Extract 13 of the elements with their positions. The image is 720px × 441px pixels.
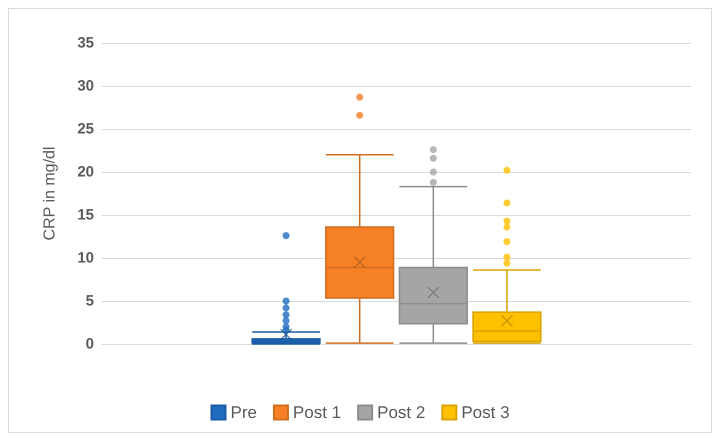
y-tick-label: 15	[77, 206, 94, 224]
legend-label: Pre	[230, 403, 257, 422]
y-axis-title: CRP in mg/dl	[42, 146, 58, 240]
y-tick-label: 25	[77, 120, 94, 138]
legend-label: Post 1	[292, 403, 342, 422]
legend-label: Post 3	[461, 403, 510, 422]
y-tick-label: 0	[86, 336, 94, 352]
y-tick-label: 20	[77, 164, 94, 180]
y-tick-label: 5	[86, 292, 94, 310]
y-tick-label: 10	[77, 250, 94, 266]
y-tick-label: 30	[77, 78, 94, 94]
legend-label: Post 2	[377, 403, 426, 422]
y-tick-label: 35	[77, 34, 94, 52]
